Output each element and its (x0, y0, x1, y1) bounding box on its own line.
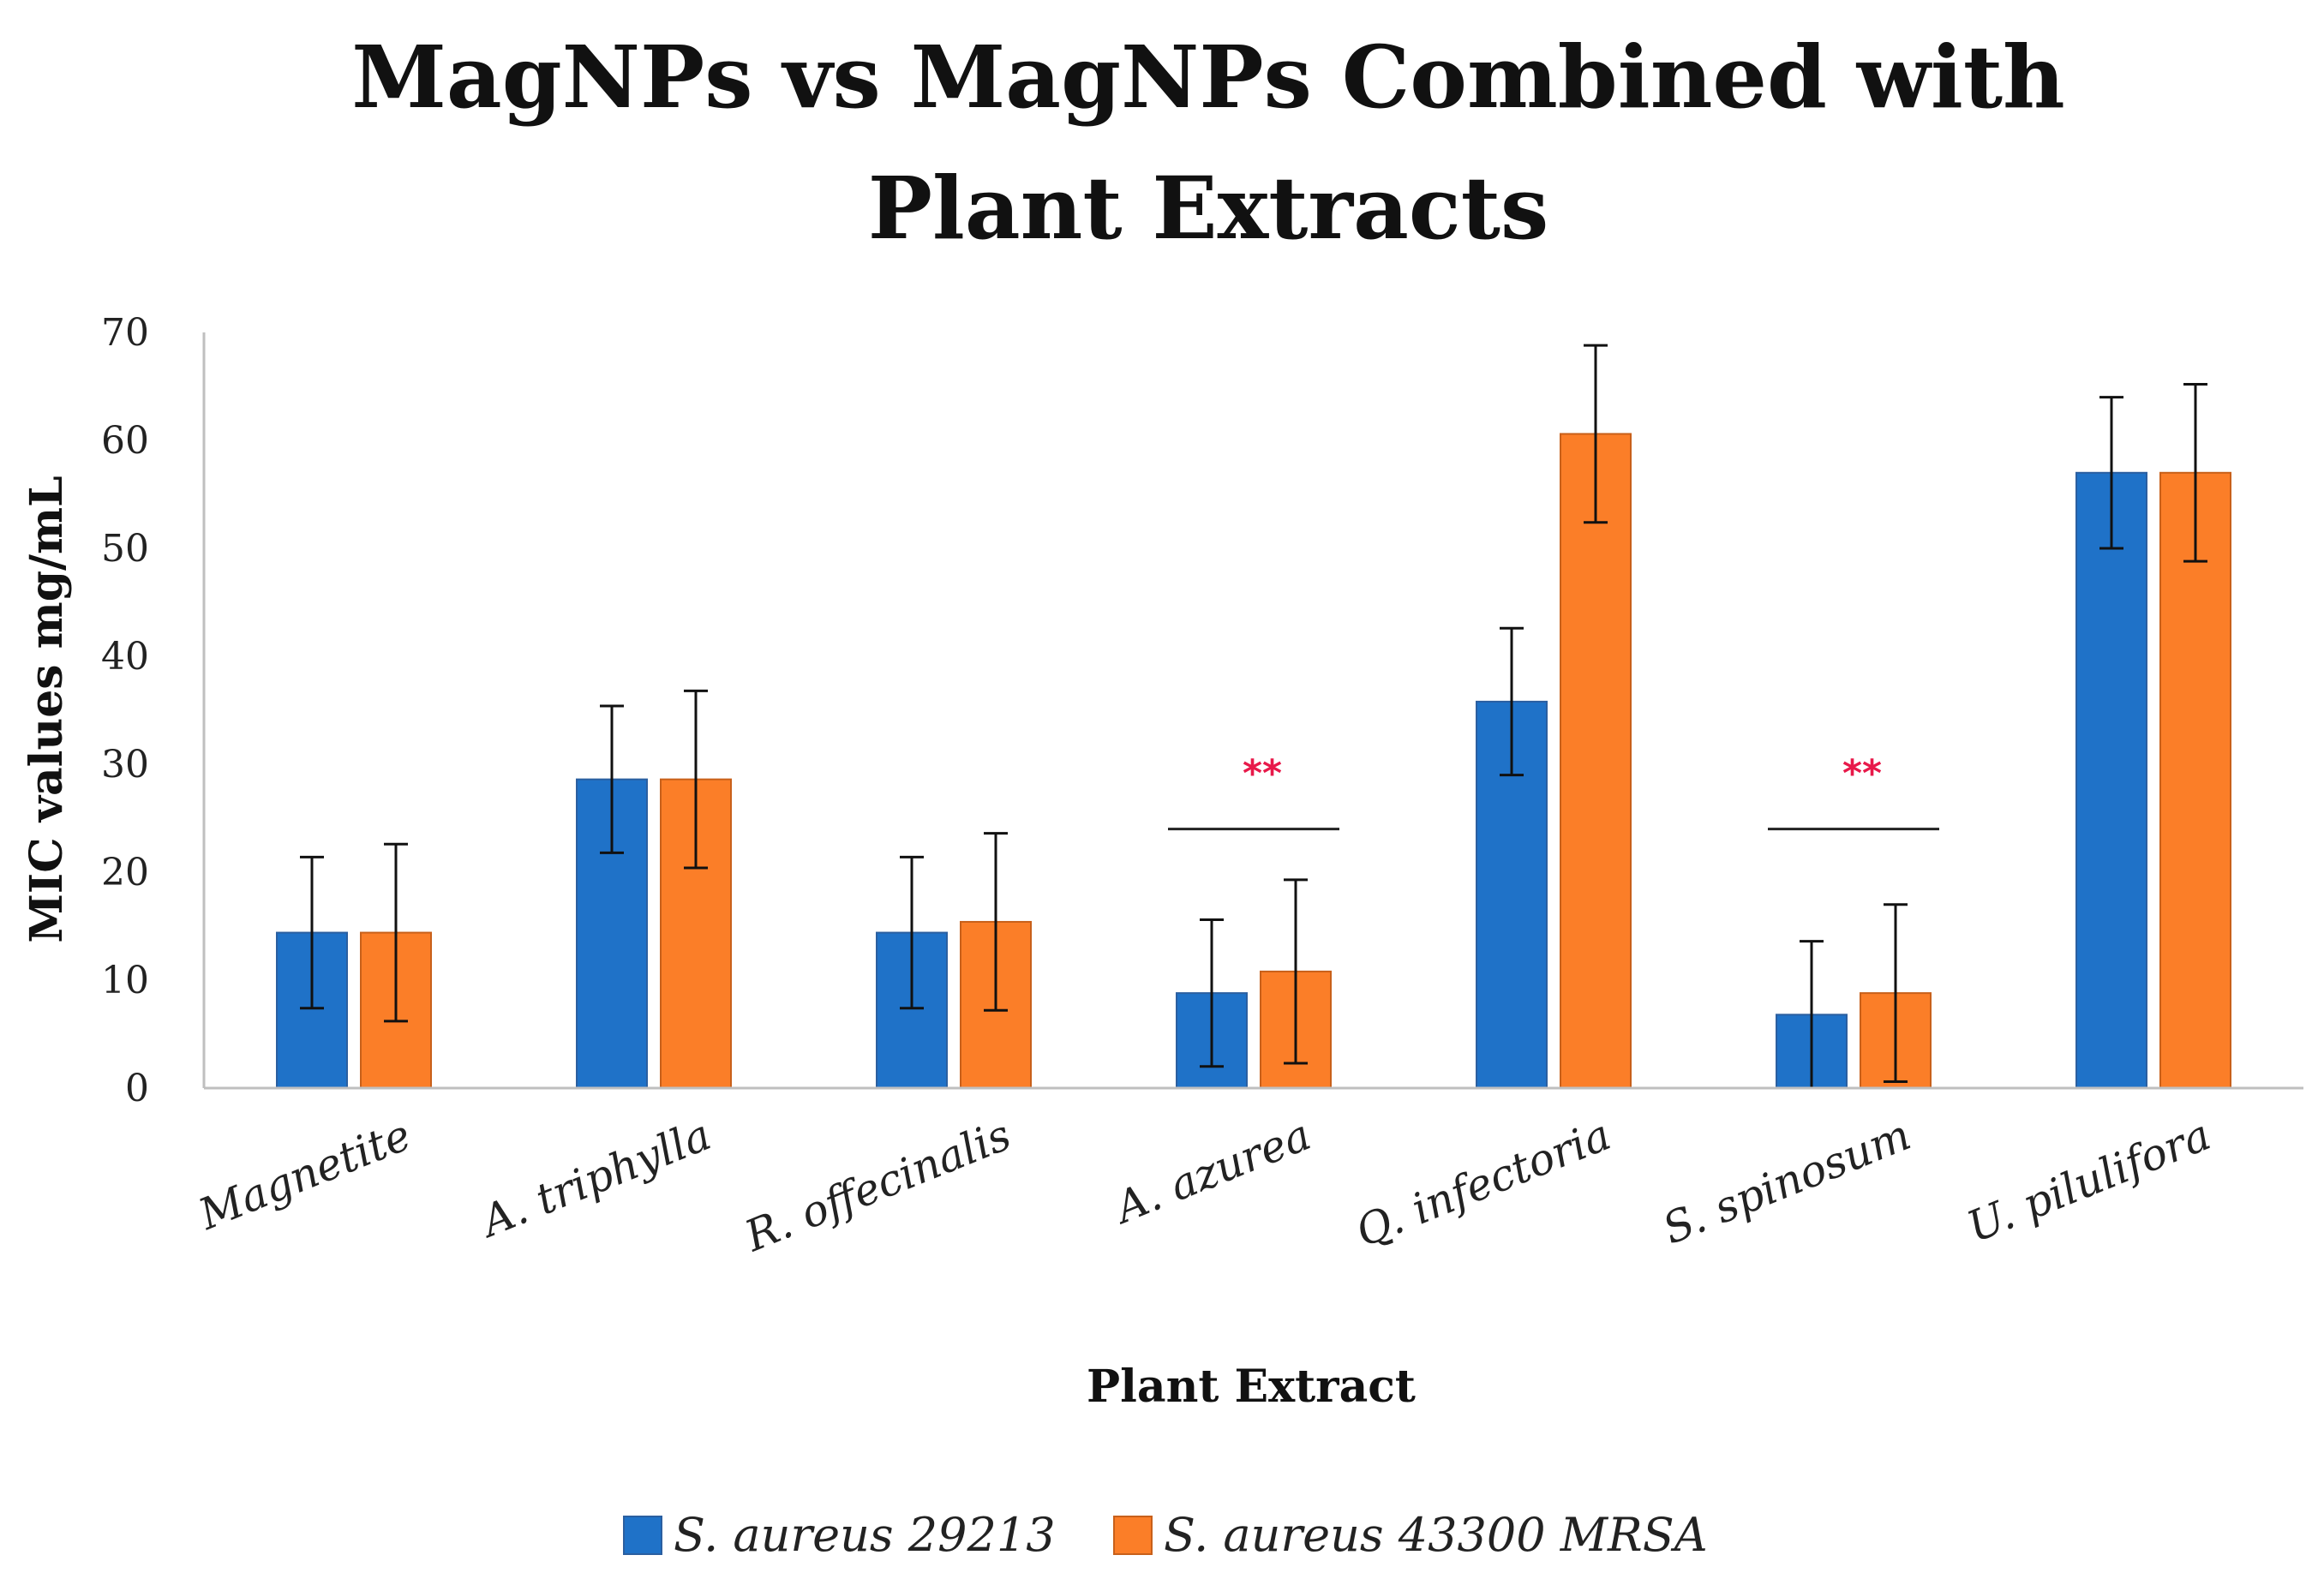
category-label: Q. infectoria (1349, 1109, 1617, 1257)
error-bar-series-2-5 (1884, 903, 1908, 1083)
error-bar-series-1-2 (900, 855, 924, 1010)
bar-series-2-6 (2159, 471, 2231, 1089)
error-bar-series-2-0 (384, 842, 408, 1023)
error-bar-series-1-1 (600, 704, 624, 854)
y-tick-label: 50 (101, 527, 149, 571)
legend-swatch-series-1 (623, 1516, 662, 1555)
error-bars (300, 344, 2207, 1090)
legend-label-series-1: S. aureus 29213 (674, 1508, 1056, 1562)
legend-swatch-series-2 (1113, 1516, 1153, 1555)
error-bar-series-2-2 (984, 832, 1008, 1012)
y-tick-label: 70 (101, 311, 149, 355)
error-bar-series-1-0 (300, 855, 324, 1010)
error-bar-series-1-3 (1200, 918, 1224, 1068)
y-axis-ticks: 0 10 20 30 40 50 60 70 (101, 311, 149, 1110)
category-label: R. offecinalis (738, 1109, 1018, 1261)
bar-series-1-6 (2075, 471, 2147, 1089)
category-label: A. azurea (1105, 1109, 1318, 1234)
bar-series-2-4 (1560, 433, 1632, 1089)
category-label: Magnetite (191, 1109, 417, 1240)
significance-marker: ** (1243, 752, 1282, 796)
category-label: S. spinosum (1656, 1109, 1918, 1253)
significance-marker: ** (1842, 752, 1882, 796)
significance-annotations: ** ** (1168, 752, 1939, 831)
category-label: U. pilulifora (1961, 1109, 2218, 1252)
category-labels: Magnetite A. triphylla R. offecinalis A. az… (191, 1109, 2217, 1261)
y-tick-label: 60 (101, 419, 149, 463)
y-tick-label: 10 (101, 959, 149, 1002)
error-bar-series-1-4 (1500, 626, 1524, 777)
error-bar-series-1-6 (2099, 396, 2123, 550)
legend-label-series-2: S. aureus 43300 MRSA (1164, 1508, 1708, 1562)
y-tick-label: 20 (101, 851, 149, 894)
chart-title-line-1: MagNPs vs MagNPs Combined with (351, 27, 2065, 128)
error-bar-series-2-1 (684, 689, 708, 870)
axes (202, 332, 2303, 1090)
legend: S. aureus 29213 S. aureus 43300 MRSA (623, 1508, 1708, 1562)
y-tick-label: 30 (101, 743, 149, 787)
error-bar-series-2-6 (2183, 382, 2207, 563)
y-tick-label: 40 (101, 635, 149, 679)
error-bar-series-2-4 (1584, 344, 1608, 524)
category-label: A. triphylla (471, 1109, 717, 1247)
y-tick-label: 0 (125, 1067, 149, 1110)
chart-title-line-2: Plant Extracts (868, 158, 1549, 259)
y-axis-title: MIC values mg/mL (21, 475, 73, 942)
error-bar-series-2-3 (1284, 878, 1308, 1065)
x-axis-title: Plant Extract (1087, 1361, 1416, 1413)
